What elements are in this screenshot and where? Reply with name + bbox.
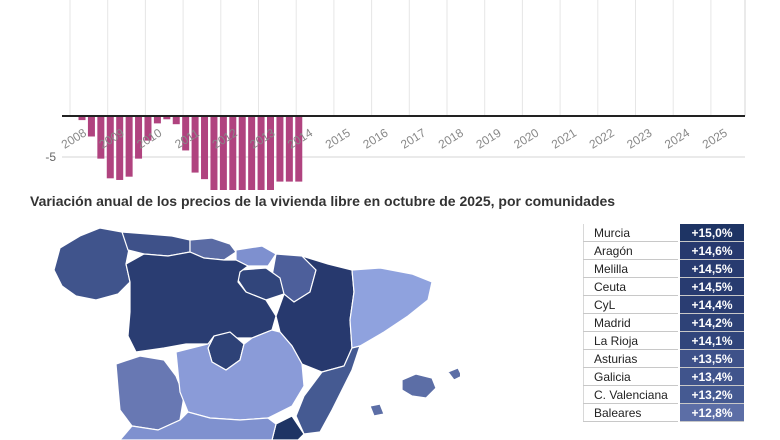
x-tick-label: 2016: [360, 125, 390, 151]
bar: [248, 116, 256, 190]
map-region: C. Valenciana: [295, 345, 361, 435]
spain-map: GaliciaAsturiasCantabriaPaís VascoNavarr…: [53, 227, 460, 440]
region-value: +14,6%: [678, 241, 744, 260]
bar: [267, 116, 274, 190]
bar: [285, 116, 293, 182]
bar: [135, 116, 143, 159]
region-value: +14,2%: [678, 313, 744, 332]
region-value: +14,5%: [678, 277, 744, 296]
x-tick-label: 2020: [511, 125, 541, 151]
bar: [116, 116, 124, 180]
bar: [106, 116, 114, 179]
x-tick-label: 2021: [549, 125, 579, 151]
region-name: Baleares: [583, 403, 679, 422]
region-name: CyL: [583, 295, 679, 314]
x-tick-label: 2015: [323, 125, 353, 151]
bar: [191, 116, 199, 173]
x-tick-label: 2017: [398, 125, 428, 151]
region-name: Asturias: [583, 349, 679, 368]
bar: [97, 116, 105, 159]
table-row: Baleares +12,8%: [583, 403, 744, 422]
bar: [219, 116, 227, 190]
bar: [295, 116, 303, 182]
x-tick-label: 2024: [662, 125, 692, 151]
y-tick-label: -5: [45, 150, 56, 164]
x-tick-label: 2019: [474, 125, 504, 151]
region-name: Galicia: [583, 367, 679, 386]
table-row: Murcia +15,0%: [583, 224, 744, 242]
region-name: C. Valenciana: [583, 385, 679, 404]
region-name: Aragón: [583, 241, 679, 260]
region-value: +14,1%: [678, 331, 744, 350]
table-row: Madrid +14,2%: [583, 313, 744, 332]
bar: [153, 116, 161, 124]
region-value: +13,2%: [678, 385, 744, 404]
region-value: +14,5%: [678, 259, 744, 278]
x-tick-label: 2022: [587, 125, 617, 151]
table-row: Aragón +14,6%: [583, 241, 744, 260]
bar: [78, 116, 86, 121]
bar: [210, 116, 218, 190]
bar: [201, 116, 209, 180]
table-row: Galicia +13,4%: [583, 367, 744, 386]
map-region: Baleares: [369, 367, 460, 417]
region-name: Madrid: [583, 313, 679, 332]
region-value: +13,5%: [678, 349, 744, 368]
region-value: +12,8%: [678, 403, 744, 422]
bar-chart: -5-10-1520082009201020112012201320142015…: [45, 0, 746, 190]
table-row: Asturias +13,5%: [583, 349, 744, 368]
region-name: Ceuta: [583, 277, 679, 296]
bar: [144, 116, 152, 141]
map-region: Cataluña: [349, 267, 433, 349]
map-title: Variación anual de los precios de la viv…: [30, 193, 616, 209]
region-name: Melilla: [583, 259, 679, 278]
x-tick-label: 2018: [436, 125, 466, 151]
bar: [87, 116, 95, 137]
table-row: Melilla +14,5%: [583, 259, 744, 278]
map-region: La Rioja: [237, 267, 285, 301]
bar: [257, 116, 265, 190]
map-region: Castilla y León: [125, 251, 277, 353]
bar: [276, 116, 284, 182]
x-tick-label: 2025: [700, 125, 730, 151]
x-tick-label: 2008: [59, 125, 89, 151]
bar: [125, 116, 133, 177]
map-region: Galicia: [53, 227, 131, 301]
x-tick-label: 2023: [624, 125, 654, 151]
table-row: La Rioja +14,1%: [583, 331, 744, 350]
map-region: Extremadura: [115, 355, 185, 431]
bar: [163, 116, 171, 120]
table-row: C. Valenciana +13,2%: [583, 385, 744, 404]
table-row: Ceuta +14,5%: [583, 277, 744, 296]
table-row: CyL +14,4%: [583, 295, 744, 314]
bar: [229, 116, 237, 190]
region-name: Murcia: [583, 224, 679, 242]
map-region: Murcia: [271, 415, 305, 440]
ranking-table: Murcia +15,0% Aragón +14,6% Melilla +14,5% Ceu…: [583, 224, 744, 422]
map-region: Andalucía: [119, 411, 277, 440]
bar: [172, 116, 180, 125]
map-region: Asturias: [121, 231, 191, 257]
bar: [238, 116, 246, 190]
region-value: +14,4%: [678, 295, 744, 314]
region-value: +13,4%: [678, 367, 744, 386]
region-name: La Rioja: [583, 331, 679, 350]
bar: [182, 116, 190, 151]
region-value: +15,0%: [678, 224, 744, 242]
